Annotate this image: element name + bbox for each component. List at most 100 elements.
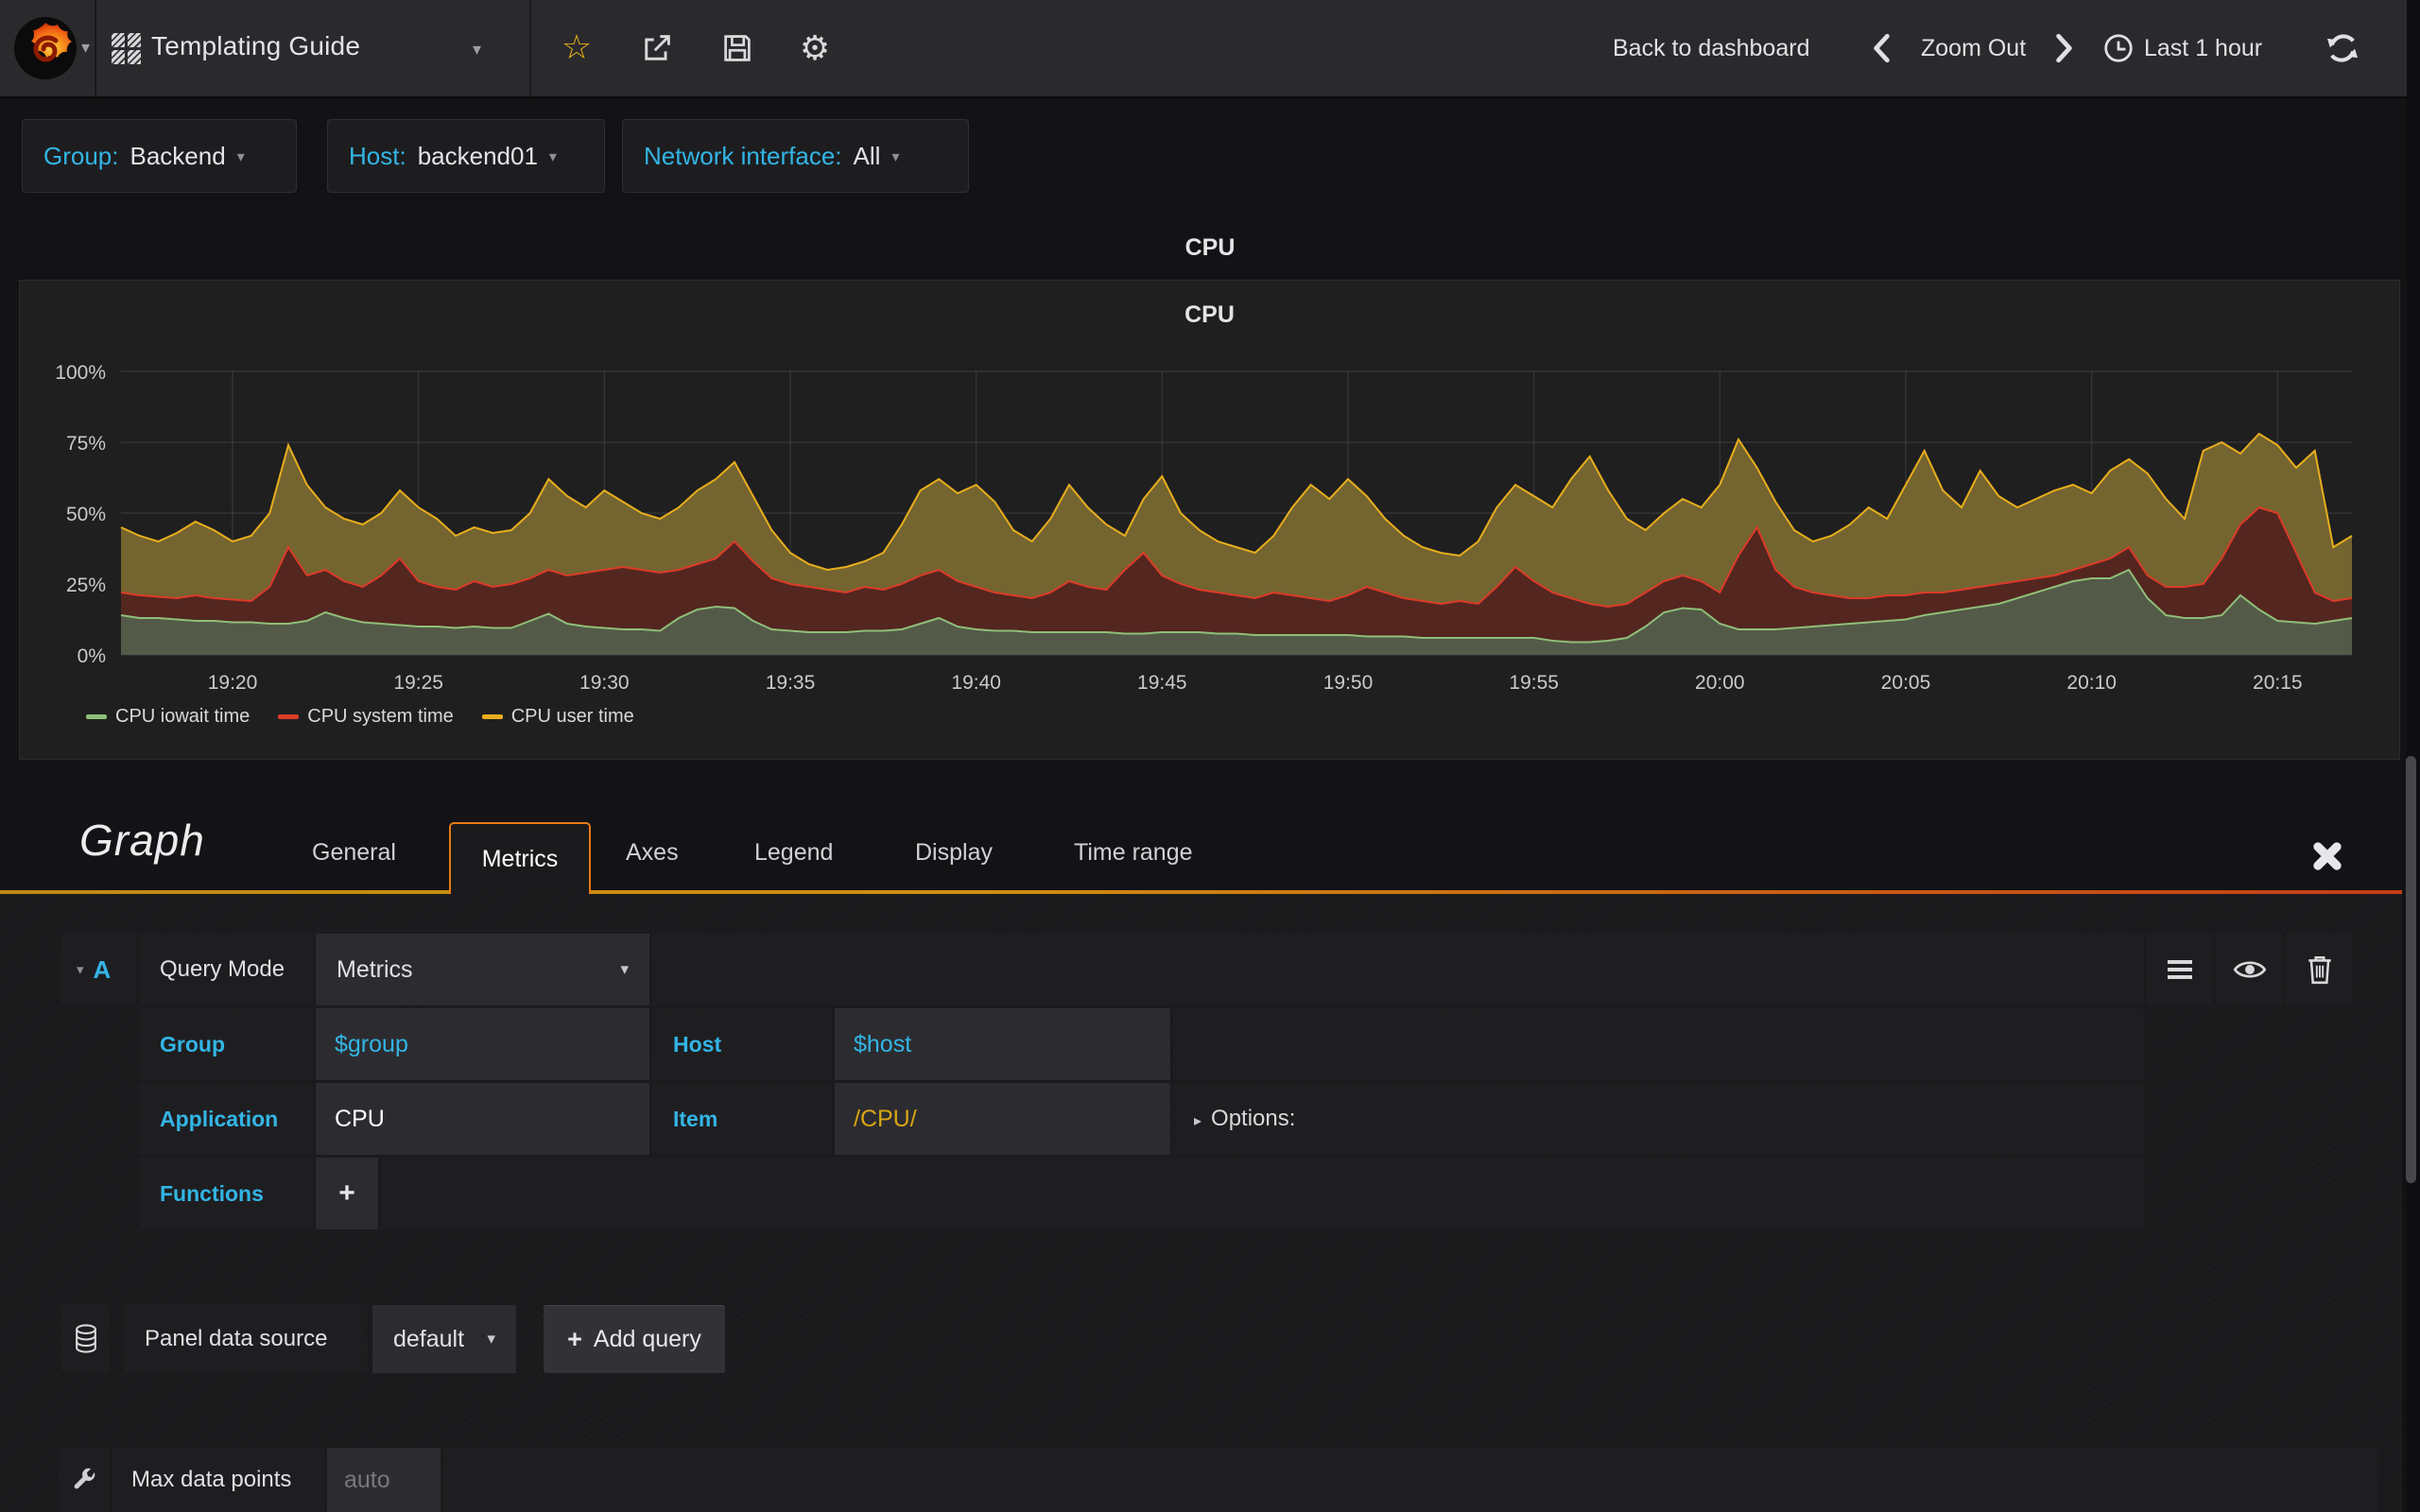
variable-network-interface-label: Network interface: — [644, 141, 842, 170]
caret-down-icon: ▾ — [487, 1330, 495, 1349]
editor-title: Graph — [79, 816, 205, 865]
star-button[interactable]: ☆ — [548, 0, 605, 96]
close-editor-button[interactable] — [2308, 837, 2350, 879]
caret-down-icon: ▾ — [891, 146, 900, 165]
add-function-button[interactable]: + — [316, 1158, 378, 1229]
row-filler — [381, 1158, 2143, 1229]
group-input[interactable] — [316, 1008, 649, 1080]
functions-label-cell: Functions — [139, 1158, 313, 1229]
query-menu-button[interactable] — [2146, 934, 2213, 1005]
fullscreen-panel-title: CPU — [1184, 234, 1236, 261]
query-row-filler — [652, 934, 2143, 1005]
legend-label-user: CPU user time — [510, 706, 634, 727]
tab-axes[interactable]: Axes — [626, 839, 679, 866]
close-icon — [2313, 842, 2342, 870]
tab-underline — [0, 890, 2402, 894]
time-picker-clock[interactable] — [2097, 0, 2140, 96]
query-mode-select[interactable]: Metrics ▾ — [316, 934, 649, 1005]
item-label-cell: Item — [652, 1083, 832, 1155]
host-label: Host — [673, 1031, 722, 1057]
plus-icon: + — [567, 1325, 582, 1353]
dashboard-grid-icon[interactable] — [112, 33, 142, 65]
save-icon — [724, 35, 751, 61]
group-label: Group — [160, 1031, 225, 1057]
svg-text:20:00: 20:00 — [1695, 672, 1745, 694]
tab-legend[interactable]: Legend — [754, 839, 834, 866]
logo-caret-icon[interactable]: ▾ — [81, 38, 91, 58]
svg-text:19:25: 19:25 — [393, 672, 443, 694]
legend-label-iowait: CPU iowait time — [115, 706, 251, 727]
cpu-chart[interactable]: 19:20 19:25 19:30 19:35 19:40 19:45 19:50 19:55… — [20, 281, 2399, 759]
variable-host[interactable]: Host: backend01 ▾ — [327, 119, 605, 193]
chevron-right-icon — [2056, 33, 2072, 63]
svg-text:19:45: 19:45 — [1137, 672, 1187, 694]
svg-text:0%: 0% — [78, 645, 106, 667]
dashboard-title[interactable]: Templating Guide — [151, 31, 361, 60]
query-letter-cell[interactable]: ▾ A — [61, 934, 136, 1005]
caret-right-icon: ▸ — [1194, 1111, 1202, 1129]
application-label: Application — [160, 1106, 279, 1131]
variable-host-label: Host: — [349, 141, 406, 170]
application-label-cell: Application — [139, 1083, 313, 1155]
add-query-label: Add query — [593, 1326, 701, 1352]
tab-metrics[interactable]: Metrics — [449, 822, 591, 894]
legend-item-iowait[interactable]: CPU iowait time — [86, 706, 250, 728]
tab-general[interactable]: General — [312, 839, 396, 866]
save-button[interactable] — [709, 0, 766, 96]
grafana-logo[interactable] — [13, 16, 78, 80]
svg-text:75%: 75% — [66, 433, 106, 455]
query-delete-button[interactable] — [2286, 934, 2353, 1005]
svg-text:100%: 100% — [55, 362, 106, 384]
add-query-button[interactable]: + Add query — [544, 1305, 725, 1373]
variable-group-label: Group: — [43, 141, 119, 170]
item-label: Item — [673, 1106, 718, 1131]
zoom-out-right-button[interactable] — [2044, 0, 2085, 96]
panel-title[interactable]: CPU — [1184, 301, 1235, 328]
svg-text:20:10: 20:10 — [2066, 672, 2117, 694]
scrollbar-thumb[interactable] — [2406, 756, 2416, 1183]
host-label-cell: Host — [652, 1008, 832, 1080]
query-letter: A — [93, 954, 112, 984]
variable-network-interface[interactable]: Network interface: All ▾ — [622, 119, 969, 193]
svg-text:50%: 50% — [66, 504, 106, 525]
max-data-points-label-cell: Max data points — [112, 1448, 324, 1512]
tab-display[interactable]: Display — [915, 839, 993, 866]
svg-text:19:35: 19:35 — [766, 672, 816, 694]
zoom-out-button[interactable]: Zoom Out — [1921, 34, 2027, 61]
query-toggle-visibility-button[interactable] — [2216, 934, 2283, 1005]
application-input[interactable] — [316, 1083, 649, 1155]
item-input[interactable] — [835, 1083, 1170, 1155]
svg-text:19:55: 19:55 — [1509, 672, 1559, 694]
svg-text:19:30: 19:30 — [579, 672, 630, 694]
variable-network-interface-value: All — [853, 141, 881, 170]
datasource-icon-cell — [61, 1305, 111, 1373]
back-to-dashboard-button[interactable]: Back to dashboard — [1613, 34, 1810, 61]
variable-group[interactable]: Group: Backend ▾ — [22, 119, 297, 193]
max-data-points-input[interactable] — [327, 1448, 441, 1512]
dashboard-caret-icon[interactable]: ▾ — [473, 40, 482, 60]
row-filler — [1173, 1008, 2143, 1080]
svg-text:19:40: 19:40 — [951, 672, 1001, 694]
wrench-icon — [74, 1468, 95, 1489]
share-button[interactable] — [629, 0, 685, 96]
clock-icon — [2104, 34, 2133, 62]
tab-time-range[interactable]: Time range — [1074, 839, 1193, 866]
settings-button[interactable]: ⚙ — [786, 0, 843, 96]
datasource-select[interactable]: default ▾ — [372, 1305, 516, 1373]
legend-swatch-iowait — [86, 714, 107, 719]
time-range-picker[interactable]: Last 1 hour — [2144, 34, 2263, 61]
zoom-out-left-button[interactable] — [1860, 0, 1902, 96]
variable-group-value: Backend — [130, 141, 226, 170]
refresh-button[interactable] — [2314, 0, 2371, 96]
nav-separator — [95, 0, 96, 96]
caret-down-icon: ▾ — [620, 960, 629, 979]
query-mode-label: Query Mode — [160, 956, 285, 982]
legend-item-system[interactable]: CPU system time — [278, 706, 454, 728]
options-label: Options: — [1211, 1106, 1296, 1131]
options-toggle[interactable]: ▸ Options: — [1173, 1106, 1295, 1132]
legend-item-user[interactable]: CPU user time — [481, 706, 634, 728]
collapse-query-icon[interactable]: ▾ — [77, 961, 84, 978]
host-input[interactable] — [835, 1008, 1170, 1080]
svg-text:19:20: 19:20 — [208, 672, 258, 694]
row-filler — [443, 1448, 2377, 1512]
